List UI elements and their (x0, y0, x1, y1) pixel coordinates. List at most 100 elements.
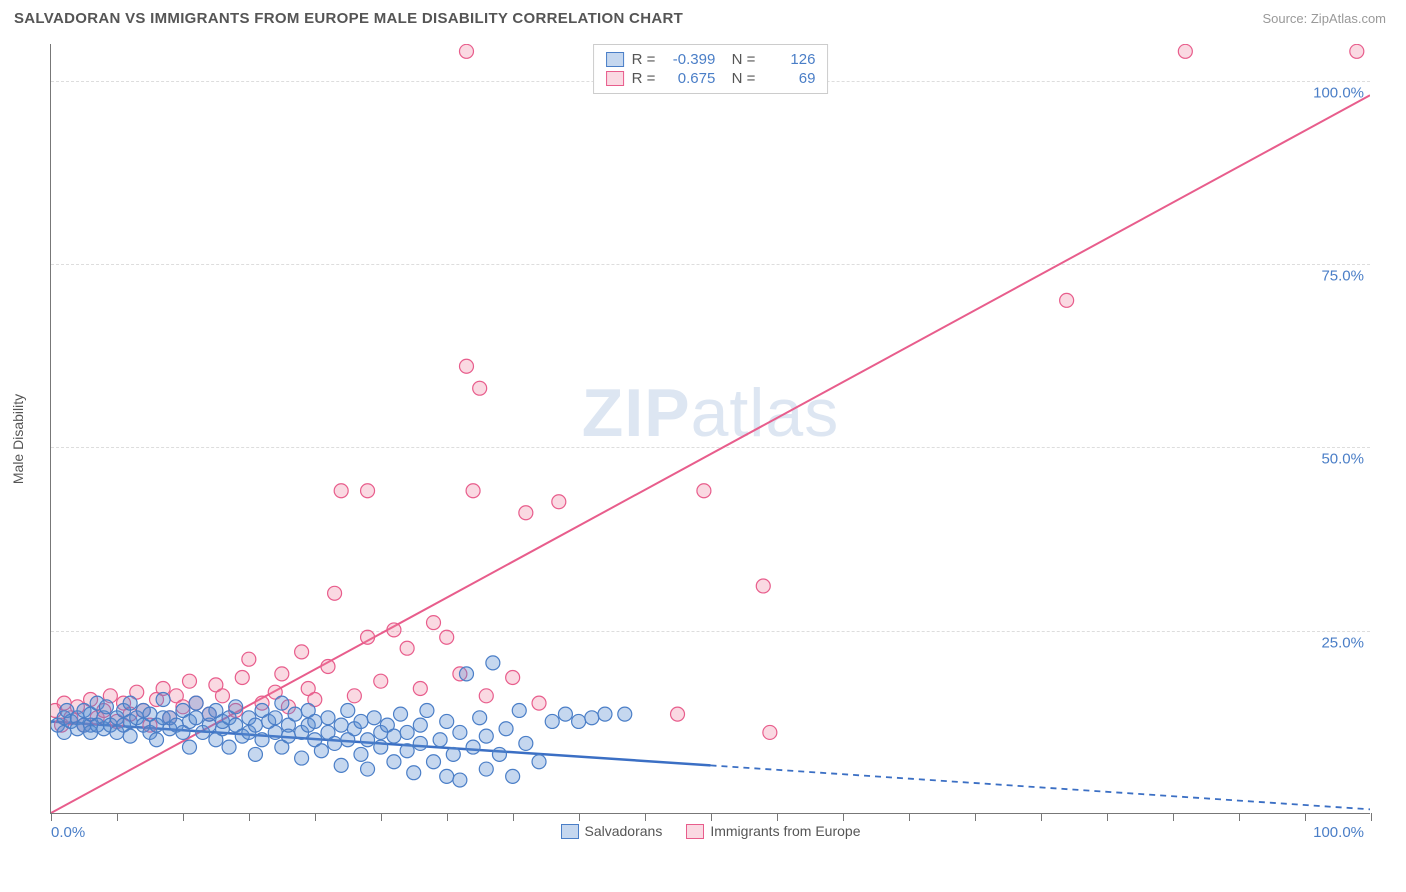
data-point (150, 733, 164, 747)
data-point (545, 714, 559, 728)
data-point (374, 674, 388, 688)
data-point (308, 714, 322, 728)
data-point (440, 714, 454, 728)
data-point (486, 656, 500, 670)
data-point (99, 700, 113, 714)
data-point (361, 733, 375, 747)
data-point (314, 744, 328, 758)
stat-r-b: 0.675 (663, 70, 715, 87)
data-point (361, 484, 375, 498)
data-point (367, 711, 381, 725)
data-point (427, 755, 441, 769)
x-tick (1305, 813, 1306, 821)
x-tick (1239, 813, 1240, 821)
data-point (473, 711, 487, 725)
data-point (242, 652, 256, 666)
x-tick (513, 813, 514, 821)
data-point (453, 725, 467, 739)
x-tick (711, 813, 712, 821)
data-point (479, 729, 493, 743)
data-point (763, 725, 777, 739)
data-point (420, 703, 434, 717)
swatch-icon (686, 824, 704, 839)
data-point (671, 707, 685, 721)
data-point (328, 736, 342, 750)
data-point (618, 707, 632, 721)
stat-key: N = (723, 70, 755, 87)
data-point (473, 381, 487, 395)
data-point (387, 729, 401, 743)
data-point (334, 484, 348, 498)
data-point (552, 495, 566, 509)
swatch-icon (606, 71, 624, 86)
data-point (512, 703, 526, 717)
data-point (440, 630, 454, 644)
data-point (183, 674, 197, 688)
stat-r-a: -0.399 (663, 51, 715, 68)
data-point (506, 671, 520, 685)
x-tick (975, 813, 976, 821)
x-tick (117, 813, 118, 821)
data-point (440, 769, 454, 783)
data-point (255, 733, 269, 747)
data-point (374, 740, 388, 754)
y-axis-title: Male Disability (10, 394, 26, 484)
x-tick (1041, 813, 1042, 821)
chart-title: SALVADORAN VS IMMIGRANTS FROM EUROPE MAL… (14, 10, 683, 27)
x-tick (909, 813, 910, 821)
data-point (387, 623, 401, 637)
data-point (268, 711, 282, 725)
legend-row: R = -0.399 N = 126 (606, 51, 816, 68)
x-min-label: 0.0% (51, 824, 85, 841)
data-point (321, 660, 335, 674)
data-point (328, 586, 342, 600)
data-point (1178, 44, 1192, 58)
data-point (281, 729, 295, 743)
data-point (400, 725, 414, 739)
x-tick (1371, 813, 1372, 821)
data-point (585, 711, 599, 725)
stat-n-a: 126 (763, 51, 815, 68)
source-label: Source: ZipAtlas.com (1262, 11, 1386, 26)
data-point (295, 645, 309, 659)
data-point (248, 718, 262, 732)
x-tick (315, 813, 316, 821)
data-point (275, 667, 289, 681)
data-point (387, 755, 401, 769)
data-point (558, 707, 572, 721)
data-point (598, 707, 612, 721)
scatter-svg (51, 44, 1370, 813)
data-point (321, 711, 335, 725)
swatch-icon (606, 52, 624, 67)
data-point (288, 707, 302, 721)
data-point (361, 762, 375, 776)
x-tick (447, 813, 448, 821)
data-point (572, 714, 586, 728)
swatch-icon (561, 824, 579, 839)
x-tick (777, 813, 778, 821)
data-point (354, 747, 368, 761)
x-tick (645, 813, 646, 821)
legend-item: Immigrants from Europe (686, 823, 860, 839)
data-point (519, 736, 533, 750)
data-point (189, 696, 203, 710)
data-point (341, 703, 355, 717)
data-point (235, 671, 249, 685)
data-point (189, 711, 203, 725)
data-point (156, 692, 170, 706)
data-point (1060, 293, 1074, 307)
data-point (453, 773, 467, 787)
data-point (433, 733, 447, 747)
data-point (123, 729, 137, 743)
data-point (413, 736, 427, 750)
stat-key: R = (632, 51, 656, 68)
legend-label-a: Salvadorans (585, 823, 663, 839)
data-point (275, 696, 289, 710)
chart-area: Male Disability ZIPatlas 25.0%50.0%75.0%… (50, 44, 1390, 834)
data-point (413, 718, 427, 732)
data-point (413, 682, 427, 696)
legend-item: Salvadorans (561, 823, 663, 839)
data-point (334, 718, 348, 732)
stat-key: N = (723, 51, 755, 68)
data-point (532, 696, 546, 710)
